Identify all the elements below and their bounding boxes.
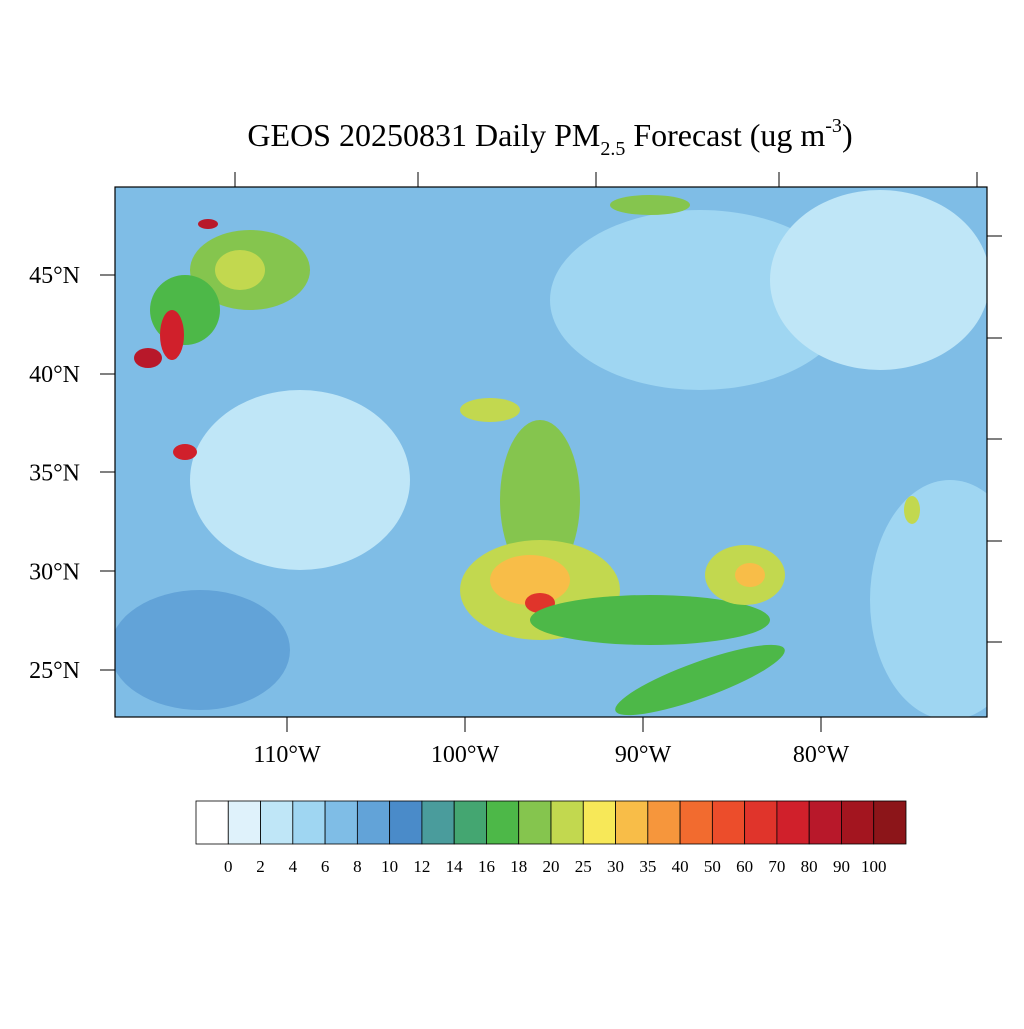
title-main: GEOS 20250831 Daily PM <box>247 117 600 153</box>
frame-ticks <box>100 172 1002 732</box>
colorbar-label: 70 <box>768 857 785 876</box>
color-box <box>324 800 358 845</box>
color-box <box>227 800 261 845</box>
color-box <box>453 800 487 845</box>
map-field <box>115 187 987 717</box>
color-box <box>292 800 326 845</box>
colorbar-label: 90 <box>833 857 850 876</box>
colorbar-label: 4 <box>289 857 298 876</box>
color-box <box>711 800 746 845</box>
colorbar-label: 0 <box>224 857 233 876</box>
lat-label: 40°N <box>29 362 80 388</box>
colorbar-label: 14 <box>446 857 464 876</box>
color-box <box>776 800 810 845</box>
color-box <box>808 800 842 845</box>
colorbar-label: 35 <box>639 857 656 876</box>
lon-label: 110°W <box>253 742 321 768</box>
color-box <box>356 800 391 845</box>
colorbar-label: 30 <box>607 857 624 876</box>
lat-label: 45°N <box>29 263 80 289</box>
color-box <box>873 800 907 845</box>
color-box <box>518 800 552 845</box>
title-rest: Forecast (ug m <box>625 117 825 153</box>
color-box <box>615 800 649 845</box>
color-box <box>582 800 616 845</box>
colorbar-label: 20 <box>543 857 560 876</box>
color-box <box>647 800 681 845</box>
title-end: ) <box>842 117 853 153</box>
colorbar-label: 16 <box>478 857 495 876</box>
colorbar-label: 2 <box>256 857 265 876</box>
lon-label: 90°W <box>615 742 672 768</box>
colorbar-label: 25 <box>575 857 592 876</box>
lon-label: 100°W <box>431 742 500 768</box>
lat-label: 25°N <box>29 658 80 684</box>
colorbar-label: 40 <box>672 857 689 876</box>
color-box <box>679 800 713 845</box>
title-superscript: -3 <box>825 115 842 137</box>
color-box <box>421 800 455 845</box>
map-frame <box>114 186 988 718</box>
colorbar-label: 18 <box>510 857 527 876</box>
color-box <box>389 800 423 845</box>
color-box <box>841 800 875 845</box>
title: GEOS 20250831 Daily PM2.5 Forecast (ug m… <box>247 115 852 160</box>
colorbar-label: 100 <box>861 857 887 876</box>
colorbar-label: 60 <box>736 857 753 876</box>
colorbar-label: 80 <box>801 857 818 876</box>
colorbar-label: 6 <box>321 857 330 876</box>
color-box <box>550 800 584 845</box>
lat-label: 30°N <box>29 559 80 585</box>
colorbar-label: 10 <box>381 857 398 876</box>
colorbar-label: 50 <box>704 857 721 876</box>
color-box <box>486 800 520 845</box>
lat-label: 35°N <box>29 461 80 487</box>
lon-label: 80°W <box>793 742 850 768</box>
color-box <box>195 800 229 845</box>
colorbar-label: 12 <box>413 857 430 876</box>
color-box <box>260 800 294 845</box>
color-box <box>744 800 778 845</box>
colorbar-label: 8 <box>353 857 362 876</box>
title-subscript: 2.5 <box>600 138 625 160</box>
